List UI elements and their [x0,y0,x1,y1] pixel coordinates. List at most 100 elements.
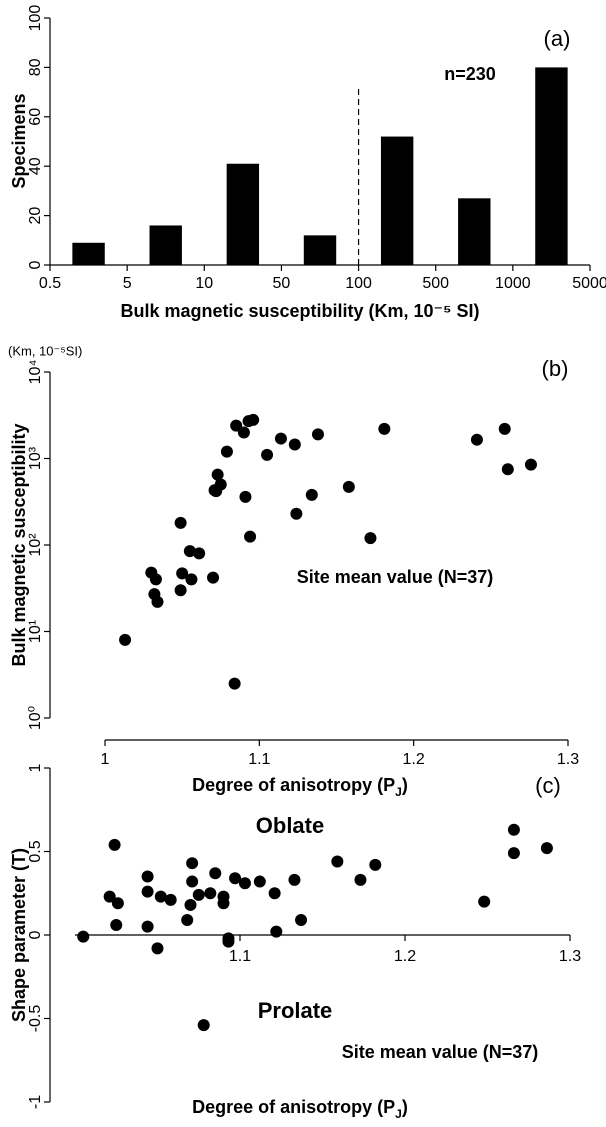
point [211,468,224,481]
x-tick-label: 1.3 [557,751,579,768]
x-tick-label: 1.2 [394,948,416,965]
point [141,920,154,933]
point [193,547,206,560]
point [192,888,205,901]
point [305,488,318,501]
x-axis-label-part: J [395,785,402,799]
point [184,898,197,911]
x-axis-label-part: Bulk magnetic susceptibility (Km, 10⁻⁵ S… [120,301,479,321]
point [197,1019,210,1032]
y-tick-label: -1 [27,1095,44,1109]
point [288,438,301,451]
annotation: Site mean value (N=37) [297,567,494,587]
point [290,507,303,520]
annotation: (Km, 10⁻⁵SI) [8,343,82,358]
point [369,858,382,871]
y-tick-label: 0 [27,930,44,939]
x-axis-label-part: ) [402,775,408,795]
x-tick-label: 500 [422,275,449,292]
x-tick-label: 5000 [572,275,606,292]
point [228,677,241,690]
point [164,893,177,906]
x-tick-label: 1 [101,751,110,768]
point [204,887,217,900]
point [174,516,187,529]
point [331,855,344,868]
point [311,428,324,441]
point [185,573,198,586]
bar [535,67,568,266]
x-tick-label: 1.2 [403,751,425,768]
y-tick-label: 40 [27,157,44,175]
y-tick-label: 10⁰ [27,706,44,730]
point [295,913,308,926]
point [183,545,196,558]
panel: -1 -0.5 0 0.5 1 Shape parameter (T) Degree of … [9,763,581,1121]
x-tick-label: 10 [195,275,213,292]
y-tick-label: 0 [27,260,44,269]
annotation: Oblate [256,813,324,838]
point [209,867,222,880]
point [244,530,257,543]
panel-label: (b) [542,356,569,381]
point [247,413,260,426]
point [220,445,233,458]
point [478,895,491,908]
y-tick-label: 0.5 [27,840,44,862]
bar [380,136,414,265]
point [342,480,355,493]
point [239,490,252,503]
bar [458,198,491,265]
y-tick-label: 20 [27,207,44,225]
point [507,847,520,860]
point [154,890,167,903]
x-tick-label: 50 [273,275,291,292]
point [238,877,251,890]
point [540,842,553,855]
point [354,873,367,886]
point [217,897,230,910]
point [108,838,121,851]
x-axis-label: Degree of anisotropy (PJ) [192,1097,408,1121]
point [111,897,124,910]
point [498,422,511,435]
point [176,567,189,580]
y-axis-label: Shape parameter (T) [9,848,29,1022]
point [141,885,154,898]
point [470,433,483,446]
point [214,478,227,491]
point [119,633,132,646]
point [110,918,123,931]
panel-label: (c) [535,773,561,798]
point [230,419,243,432]
y-tick-label: -0.5 [27,1005,44,1033]
bar [149,225,182,265]
point [288,873,301,886]
y-tick-label: 10³ [27,446,44,470]
x-tick-label: 5 [123,275,132,292]
x-axis-label: Bulk magnetic susceptibility (Km, 10⁻⁵ S… [120,301,479,321]
annotation: Site mean value (N=37) [342,1042,539,1062]
y-tick-label: 10² [27,533,44,557]
point [207,571,220,584]
point [524,458,537,471]
y-axis-label: Bulk magnetic susceptibility [9,423,29,666]
panel-label: (a) [544,26,571,51]
point [151,595,164,608]
y-tick-label: 1 [27,763,44,772]
point [268,887,281,900]
panel: 0 20 40 60 80 100 Specimens Bulk magnetic susce… [9,5,606,321]
annotation: n=230 [444,64,496,84]
point [253,875,266,888]
y-tick-label: 10⁴ [27,360,44,385]
point [507,823,520,836]
point [229,872,242,885]
point [149,573,162,586]
y-tick-label: 100 [27,5,44,32]
point [222,935,235,948]
point [151,942,164,955]
x-axis-label-part: Degree of anisotropy (P [192,775,395,795]
point [274,432,287,445]
point [270,925,283,938]
